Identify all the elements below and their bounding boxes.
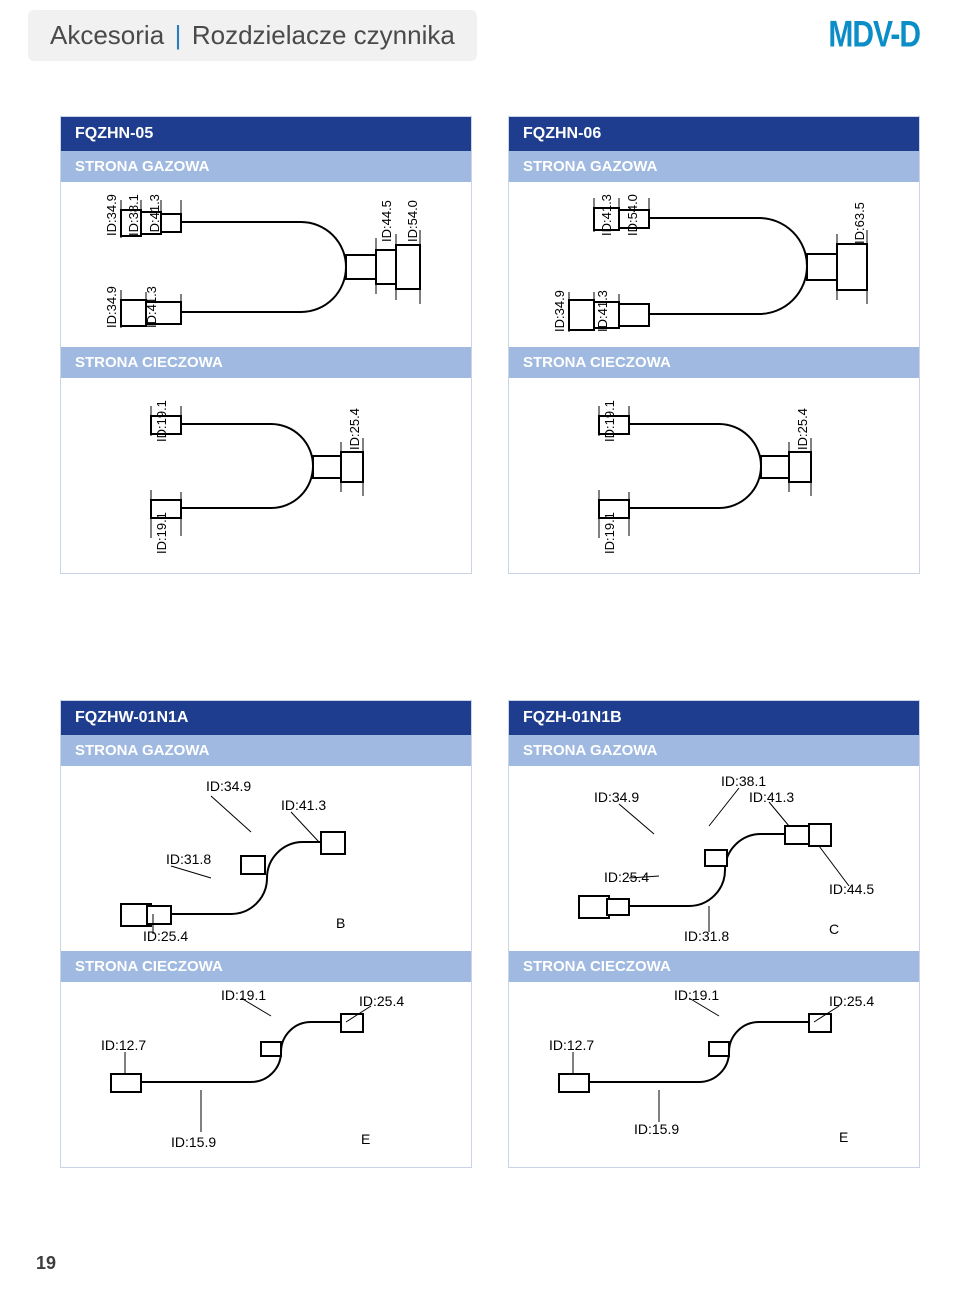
title-sep: | xyxy=(169,20,188,50)
label: ID:34.9 xyxy=(594,789,639,805)
title-sub: Rozdzielacze czynnika xyxy=(192,20,455,50)
page-title-bar: Akcesoria | Rozdzielacze czynnika xyxy=(28,10,477,61)
bottom-card-grid: FQZHW-01N1A STRONA GAZOWA ID:34.9 ID:41.… xyxy=(60,700,920,1168)
title-main: Akcesoria xyxy=(50,20,164,50)
card-fqzhn06: FQZHN-06 STRONA GAZOWA ID:41.3 xyxy=(508,116,920,574)
card-fqzhn05: FQZHN-05 STRONA GAZOWA xyxy=(60,116,472,574)
label: ID:41.3 xyxy=(599,194,614,236)
gas-header: STRONA GAZOWA xyxy=(509,735,919,766)
label: ID:38.1 xyxy=(126,194,141,236)
liquid-header: STRONA CIECZOWA xyxy=(509,951,919,982)
label: ID:25.4 xyxy=(795,408,810,450)
label: ID:15.9 xyxy=(634,1121,679,1137)
label: ID:63.5 xyxy=(852,202,867,244)
label: ID:19.1 xyxy=(674,987,719,1003)
label: ID:25.4 xyxy=(347,408,362,450)
label: ID:44.5 xyxy=(829,881,874,897)
label: ID:25.4 xyxy=(604,869,649,885)
gas-header: STRONA GAZOWA xyxy=(61,151,471,182)
card-title: FQZHW-01N1A xyxy=(61,701,471,735)
letter: E xyxy=(839,1129,848,1145)
label: ID:12.7 xyxy=(549,1037,594,1053)
label: ID:44.5 xyxy=(379,200,394,242)
brand-logo: MDV-D xyxy=(828,14,920,57)
card-fqzh01n1b: FQZH-01N1B STRONA GAZOWA ID:34.9 ID:38.1… xyxy=(508,700,920,1168)
label: ID:54.0 xyxy=(405,200,420,242)
label: ID:34.9 xyxy=(104,194,119,236)
label: ID:25.4 xyxy=(359,993,404,1009)
label: ID:54.0 xyxy=(625,194,640,236)
label: ID:31.8 xyxy=(166,851,211,867)
label: ID:19.1 xyxy=(154,400,169,442)
liquid-diagram: ID:19.1 ID:19.1 ID:25.4 xyxy=(61,378,471,573)
liquid-header: STRONA CIECZOWA xyxy=(509,347,919,378)
label: ID:41.3 xyxy=(144,286,159,328)
liquid-diagram: ID:19.1 ID:25.4 ID:12.7 ID:15.9 E xyxy=(509,982,919,1167)
liquid-header: STRONA CIECZOWA xyxy=(61,347,471,378)
page-number: 19 xyxy=(36,1253,56,1274)
label: ID:34.9 xyxy=(552,290,567,332)
card-title: FQZH-01N1B xyxy=(509,701,919,735)
gas-header: STRONA GAZOWA xyxy=(509,151,919,182)
label: ID:34.9 xyxy=(206,778,251,794)
liquid-diagram: ID:19.1 ID:25.4 ID:12.7 ID:15.9 E xyxy=(61,982,471,1167)
liquid-header: STRONA CIECZOWA xyxy=(61,951,471,982)
label: ID:41.3 xyxy=(147,194,162,236)
label: ID:19.1 xyxy=(154,512,169,554)
gas-diagram: ID:34.9 ID:38.1 ID:41.3 ID:25.4 ID:44.5 … xyxy=(509,766,919,951)
label: ID:41.3 xyxy=(281,797,326,813)
label: ID:38.1 xyxy=(721,773,766,789)
label: ID:41.3 xyxy=(749,789,794,805)
label: ID:12.7 xyxy=(101,1037,146,1053)
label: ID:19.1 xyxy=(602,512,617,554)
label: ID:25.4 xyxy=(829,993,874,1009)
gas-diagram: ID:41.3 ID:54.0 ID:34.9 ID:41.3 ID:63.5 xyxy=(509,182,919,347)
top-card-grid: FQZHN-05 STRONA GAZOWA xyxy=(60,116,920,574)
card-title: FQZHN-05 xyxy=(61,117,471,151)
gas-diagram: ID:34.9 ID:38.1 ID:41.3 ID:34.9 ID:41.3 … xyxy=(61,182,471,347)
liquid-diagram: ID:19.1 ID:19.1 ID:25.4 xyxy=(509,378,919,573)
gas-header: STRONA GAZOWA xyxy=(61,735,471,766)
card-title: FQZHN-06 xyxy=(509,117,919,151)
gas-diagram: ID:34.9 ID:41.3 ID:31.8 ID:25.4 B xyxy=(61,766,471,951)
label: ID:15.9 xyxy=(171,1134,216,1150)
label: ID:34.9 xyxy=(104,286,119,328)
label: ID:19.1 xyxy=(602,400,617,442)
letter: E xyxy=(361,1131,370,1147)
label: ID:31.8 xyxy=(684,928,729,944)
letter: B xyxy=(336,915,345,931)
letter: C xyxy=(829,921,839,937)
label: ID:25.4 xyxy=(143,928,188,944)
label: ID:19.1 xyxy=(221,987,266,1003)
card-fqzhw01n1a: FQZHW-01N1A STRONA GAZOWA ID:34.9 ID:41.… xyxy=(60,700,472,1168)
label: ID:41.3 xyxy=(595,290,610,332)
